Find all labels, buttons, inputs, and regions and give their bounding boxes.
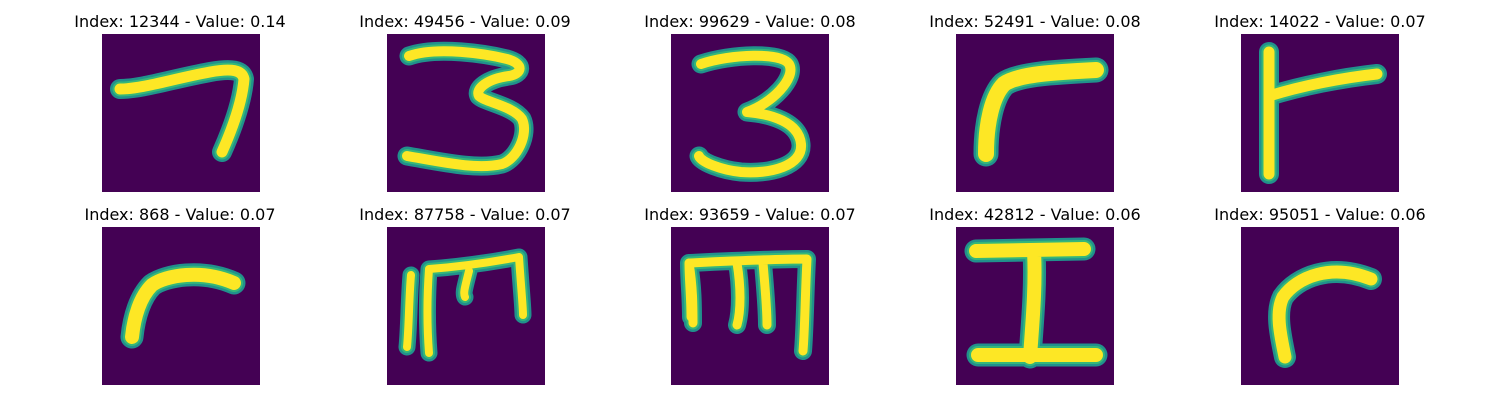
glyph-i-beam — [956, 227, 1114, 385]
glyph-seven — [102, 34, 260, 192]
panel-title: Index: 87758 - Value: 0.07 — [359, 205, 571, 224]
panel-title: Index: 52491 - Value: 0.08 — [929, 12, 1141, 31]
panel-title: Index: 14022 - Value: 0.07 — [1214, 12, 1426, 31]
panel-title: Index: 12344 - Value: 0.14 — [74, 12, 286, 31]
panel-title: Index: 93659 - Value: 0.07 — [644, 205, 856, 224]
handwritten-stroke — [973, 57, 1109, 167]
handwritten-stroke — [398, 248, 532, 362]
glyph-m-shape — [387, 227, 545, 385]
glyph-m-shape — [671, 227, 829, 385]
panel-title: Index: 42812 - Value: 0.06 — [929, 205, 1141, 224]
glyph-three — [387, 34, 545, 192]
handwritten-stroke — [397, 41, 534, 176]
panel-title: Index: 99629 - Value: 0.08 — [644, 12, 856, 31]
glyph-curved-r — [1241, 227, 1399, 385]
glyph-curved-r — [956, 34, 1114, 192]
glyph-three — [671, 34, 829, 192]
handwritten-stroke — [1268, 261, 1382, 368]
glyph-curved-r — [102, 227, 260, 385]
panel-title: Index: 868 - Value: 0.07 — [84, 205, 276, 224]
handwritten-stroke — [680, 250, 816, 360]
glyph-t-bar — [1241, 34, 1399, 192]
panel-title: Index: 95051 - Value: 0.06 — [1214, 205, 1426, 224]
handwritten-stroke — [689, 46, 811, 182]
handwritten-stroke — [110, 60, 254, 162]
handwritten-stroke — [120, 263, 246, 349]
handwritten-stroke — [964, 237, 1108, 369]
handwritten-stroke — [1259, 42, 1387, 184]
panel-title: Index: 49456 - Value: 0.09 — [359, 12, 571, 31]
